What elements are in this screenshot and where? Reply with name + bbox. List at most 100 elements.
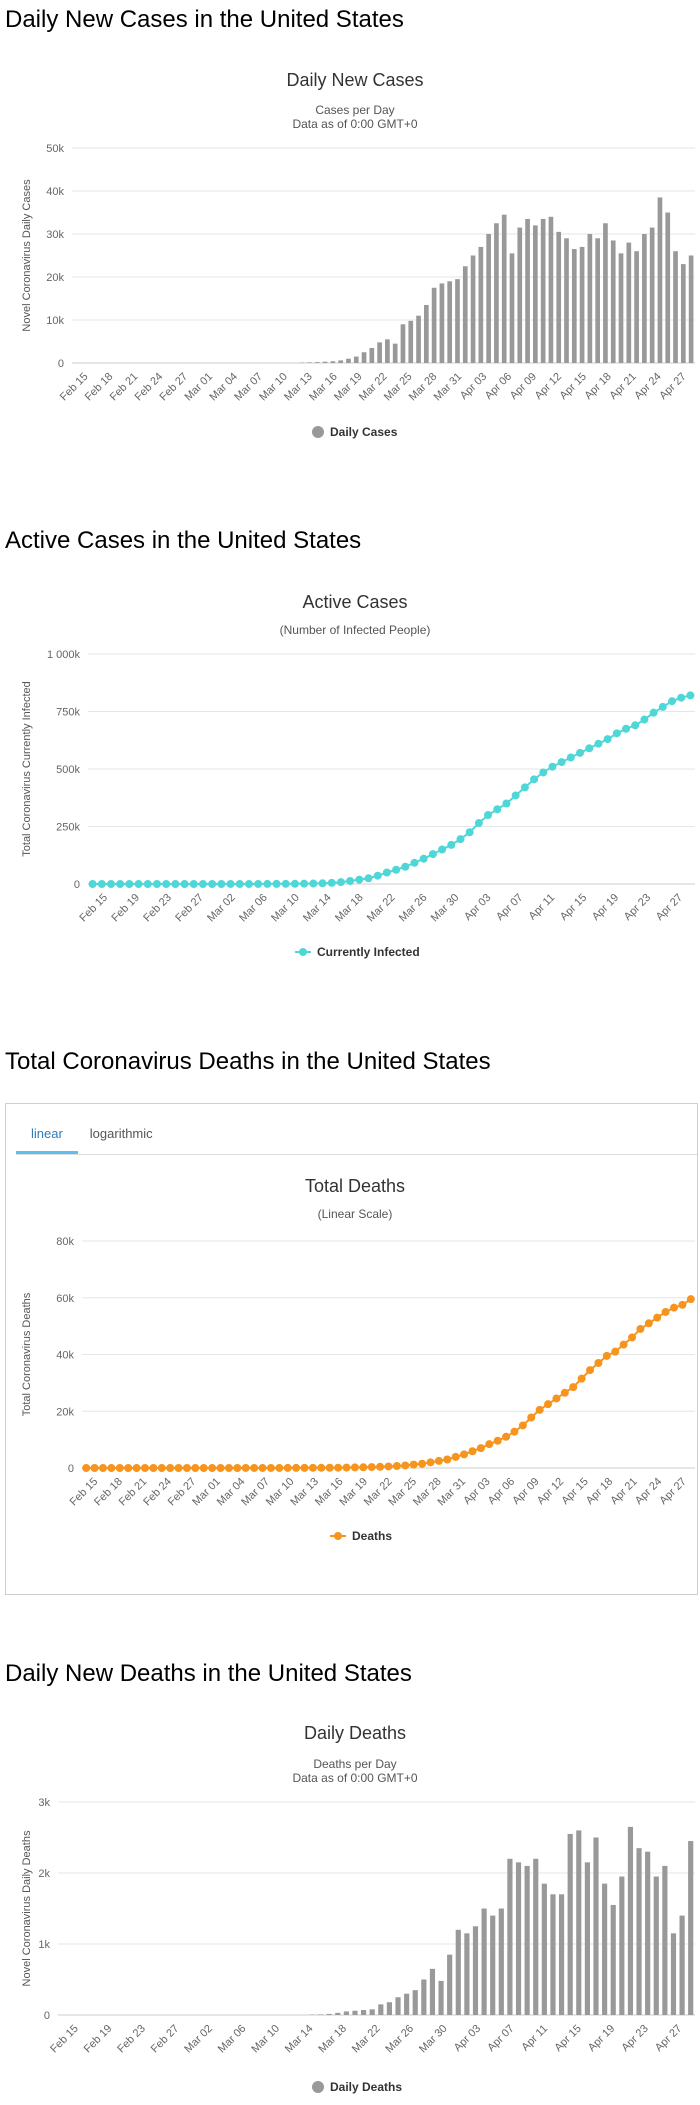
bar (558, 1894, 565, 2015)
bar (429, 1968, 436, 2015)
data-point (140, 1464, 149, 1472)
bar (412, 1990, 418, 2015)
bar (548, 216, 554, 363)
bar (490, 1915, 496, 2015)
data-point (594, 739, 603, 748)
data-point (510, 1427, 519, 1436)
data-point (143, 879, 152, 888)
data-point (350, 1463, 359, 1472)
bar (541, 1883, 547, 2015)
legend-label: Daily Cases (330, 425, 398, 439)
bar (421, 1979, 427, 2015)
y-tick-label: 500k (56, 764, 80, 776)
bar (352, 2010, 358, 2015)
data-point (631, 721, 640, 730)
data-point (520, 783, 529, 792)
x-tick-label: Apr 21 (607, 371, 638, 402)
data-point (622, 724, 631, 733)
bar (649, 227, 655, 363)
legend-label: Currently Infected (317, 945, 420, 959)
data-point (334, 1463, 343, 1472)
data-point (157, 1464, 166, 1472)
section-title-cases: Daily New Cases in the United States (5, 6, 404, 33)
x-tick-label: Mar 30 (429, 892, 462, 925)
bar (307, 362, 312, 363)
data-point (82, 1464, 91, 1472)
data-point (149, 1464, 158, 1472)
x-tick-label: Apr 21 (608, 1476, 639, 1507)
y-axis-label: Total Coronavirus Currently Infected (21, 681, 33, 856)
data-point (384, 1462, 393, 1471)
bar (515, 1862, 522, 2015)
data-point (678, 1300, 687, 1309)
data-point (535, 1405, 544, 1414)
data-point (308, 1463, 317, 1472)
y-tick-label: 30k (46, 229, 64, 241)
active-cases-chart: Active Cases (Number of Infected People) T… (21, 592, 695, 959)
data-point (300, 1463, 309, 1472)
y-tick-label: 10k (46, 315, 64, 327)
data-point (317, 1463, 326, 1472)
data-point (443, 1455, 452, 1464)
chart-subtitle: Deaths per Day (313, 1757, 396, 1771)
chart-title: Active Cases (302, 592, 407, 612)
bar (618, 253, 624, 363)
data-point (410, 858, 419, 867)
data-point (382, 868, 391, 877)
bar (455, 279, 460, 363)
data-point (603, 735, 612, 744)
x-tick-label: Apr 18 (582, 371, 613, 402)
bar (378, 2004, 384, 2015)
tab-logarithmic[interactable]: logarithmic (89, 1126, 153, 1141)
legend-marker (312, 2081, 324, 2093)
data-point (191, 1464, 200, 1472)
data-point (189, 879, 198, 888)
data-point (283, 1463, 292, 1472)
y-tick-label: 2k (38, 1868, 50, 1880)
bar (657, 197, 663, 363)
data-point (418, 1459, 427, 1468)
data-point (355, 875, 364, 884)
data-point (577, 1374, 586, 1383)
bar (507, 1858, 513, 2015)
x-tick-label: Apr 15 (558, 371, 589, 402)
bar (462, 266, 468, 363)
data-point (401, 1461, 410, 1470)
data-point (560, 1388, 569, 1397)
data-point (530, 775, 539, 784)
bar (400, 324, 406, 363)
scale-tabs: linear logarithmic (16, 1118, 183, 1154)
x-tick-label: Apr 12 (535, 1476, 566, 1507)
bar (322, 361, 328, 363)
chart-title: Total Deaths (305, 1176, 405, 1196)
bar (369, 347, 375, 363)
data-point (266, 1463, 275, 1472)
data-point (115, 1464, 124, 1472)
data-point (162, 879, 171, 888)
tab-divider (16, 1154, 697, 1155)
y-tick-label: 50k (46, 143, 64, 155)
data-point (511, 791, 520, 800)
data-point (552, 1394, 561, 1403)
y-tick-label: 1 000k (47, 649, 81, 661)
data-point (342, 1463, 351, 1472)
x-tick-label: Mar 14 (283, 2023, 316, 2056)
data-point (456, 835, 465, 844)
bar (579, 246, 585, 363)
data-point (468, 1447, 477, 1456)
data-point (174, 1464, 183, 1472)
tab-linear[interactable]: linear (16, 1118, 78, 1154)
data-point (217, 879, 226, 888)
x-tick-label: Apr 24 (632, 371, 663, 402)
bar (416, 315, 421, 363)
data-point (644, 1319, 653, 1328)
bar (392, 343, 398, 363)
bar (662, 1865, 668, 2015)
bar (688, 1841, 694, 2015)
bar (571, 249, 577, 363)
bar (447, 1954, 453, 2015)
bar (587, 234, 593, 363)
data-point (465, 828, 474, 837)
x-tick-label: Apr 03 (461, 1476, 492, 1507)
data-point (166, 1464, 175, 1472)
